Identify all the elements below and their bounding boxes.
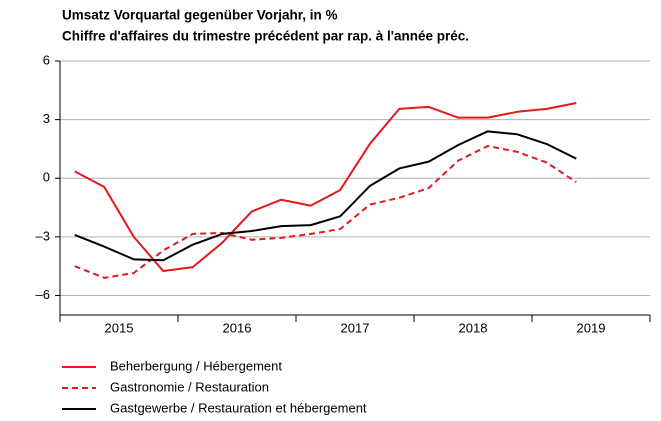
y-tick-label: 3	[43, 111, 50, 126]
x-tick-label: 2017	[341, 320, 370, 335]
chart-subtitle: Chiffre d'affaires du trimestre précéden…	[62, 29, 469, 44]
chart-title: Umsatz Vorquartal gegenüber Vorjahr, in …	[62, 8, 338, 23]
data-line	[74, 102, 577, 273]
y-tick-label: 6	[43, 52, 50, 67]
x-tick-label: 2019	[577, 320, 606, 335]
x-tick-label: 2016	[223, 320, 252, 335]
y-tick-label: –6	[36, 287, 50, 302]
y-tick-label: –3	[36, 228, 50, 243]
x-tick-label: 2018	[459, 320, 488, 335]
y-tick-label: 0	[43, 170, 50, 185]
legend-label: Gastronomie / Restauration	[110, 379, 269, 394]
x-tick-label: 2015	[105, 320, 134, 335]
legend-label: Gastgewerbe / Restauration et hébergemen…	[110, 400, 367, 415]
data-line	[74, 130, 577, 262]
legend-label: Beherbergung / Hébergement	[110, 358, 282, 373]
data-line	[74, 144, 577, 279]
